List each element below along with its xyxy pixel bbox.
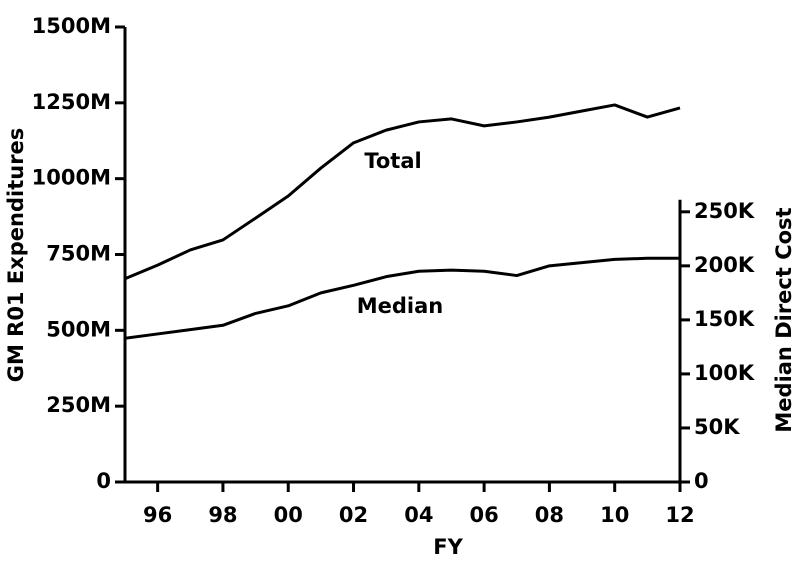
x-tick-label: 08 [535, 503, 564, 527]
y-tick-label: 1000M [32, 166, 111, 190]
y2-tick-label: 50K [694, 415, 740, 439]
series-line [124, 256, 680, 340]
x-tick-label: 00 [274, 503, 303, 527]
y-tick-label: 1250M [32, 90, 111, 114]
x-tick-label: 10 [600, 503, 629, 527]
y-tick-label: 750M [46, 242, 111, 266]
y2-tick-label: 200K [694, 253, 755, 277]
x-tick-label: 02 [339, 503, 368, 527]
annotation: Median [357, 294, 444, 318]
y-tick-label: 500M [46, 317, 111, 341]
x-tick-label: 12 [665, 503, 694, 527]
annotation: Total [364, 149, 421, 173]
y2-tick-label: 0 [694, 469, 709, 493]
y2-tick-label: 150K [694, 307, 755, 331]
y2-tick-label: 250K [694, 199, 755, 223]
x-tick-label: 96 [143, 503, 172, 527]
series-line [124, 103, 681, 281]
x-tick-label: 06 [470, 503, 499, 527]
y-tick-label: 250M [46, 393, 111, 417]
x-tick-label: 04 [404, 503, 433, 527]
x-axis-label: FY [433, 535, 463, 559]
y-tick-label: 0 [96, 469, 111, 493]
y-axis-label: GM R01 Expenditures [4, 128, 28, 383]
y-tick-label: 1500M [32, 14, 111, 38]
x-tick-label: 98 [208, 503, 237, 527]
y2-axis-label: Median Direct Cost [772, 207, 796, 432]
y2-tick-label: 100K [694, 361, 755, 385]
